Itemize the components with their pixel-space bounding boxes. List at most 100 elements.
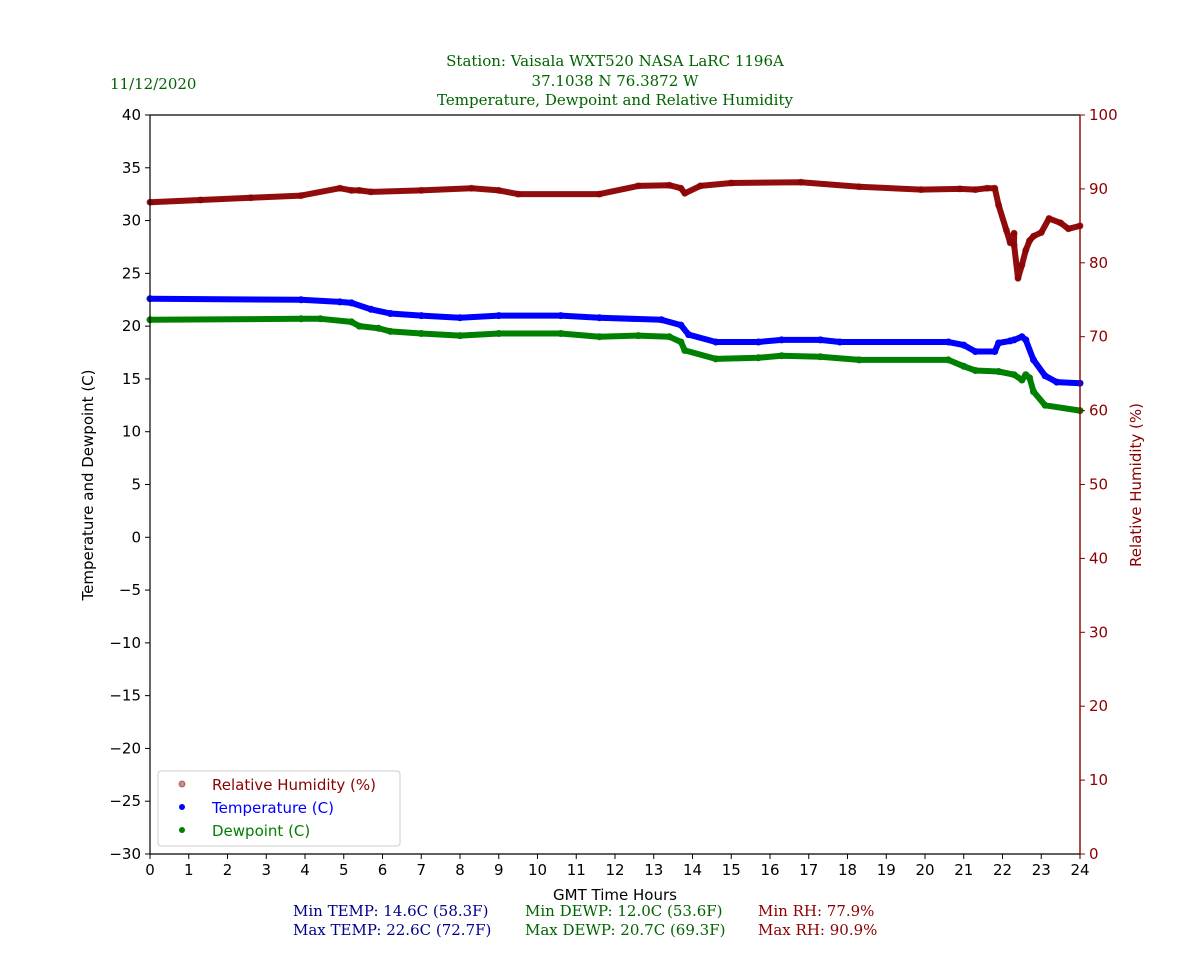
- x-tick-label: 18: [838, 861, 857, 879]
- legend: Relative Humidity (%) Temperature (C) De…: [157, 770, 401, 847]
- x-tick-label: 0: [145, 861, 155, 879]
- data-point: [983, 184, 991, 192]
- y-right-tick-label: 70: [1089, 328, 1108, 346]
- data-point: [514, 190, 522, 198]
- stat-max-rh: Max RH: 90.9%: [758, 921, 877, 939]
- x-tick-label: 17: [799, 861, 818, 879]
- data-point: [1010, 371, 1018, 379]
- series-line: [147, 315, 1083, 414]
- y-left-tick-label: 20: [122, 317, 141, 335]
- y-axis-left-label: Temperature and Dewpoint (C): [79, 369, 97, 601]
- data-point: [317, 315, 324, 323]
- data-point: [456, 332, 464, 340]
- legend-label-rh: Relative Humidity (%): [212, 776, 376, 794]
- x-tick-label: 8: [455, 861, 465, 879]
- data-point: [336, 298, 344, 306]
- legend-marker-rh: [178, 780, 186, 788]
- series-relative-humidity: [146, 178, 1084, 282]
- data-point: [991, 348, 999, 355]
- chart-title-coords: 37.1038 N 76.3872 W: [532, 72, 699, 90]
- x-axis-ticks: 0 1 2 3 4 5 6 7 8 9 10 11 12 13 14 15 16 17 18 19 20 21 22 23 24: [145, 854, 1090, 879]
- x-tick-label: 22: [993, 861, 1012, 879]
- y-left-tick-label: 25: [122, 264, 141, 282]
- data-point: [1041, 401, 1049, 409]
- x-tick-label: 4: [300, 861, 310, 879]
- data-point: [778, 352, 786, 360]
- data-point: [348, 186, 355, 194]
- legend-label-dewp: Dewpoint (C): [212, 822, 310, 840]
- data-point: [495, 330, 503, 337]
- data-point: [348, 299, 355, 307]
- data-point: [681, 346, 689, 354]
- y-left-tick-label: −25: [109, 792, 141, 810]
- x-tick-label: 7: [416, 861, 426, 879]
- data-point: [665, 333, 673, 341]
- data-point: [836, 338, 844, 346]
- x-tick-label: 9: [494, 861, 504, 879]
- x-tick-label: 10: [528, 861, 547, 879]
- data-point: [971, 367, 979, 374]
- data-point: [1030, 356, 1037, 364]
- x-tick-label: 11: [567, 861, 586, 879]
- y-right-tick-label: 0: [1089, 845, 1099, 863]
- y-right-tick-label: 20: [1089, 697, 1108, 715]
- stat-min-dewp: Min DEWP: 12.0C (53.6F): [525, 902, 723, 920]
- data-point: [417, 186, 425, 194]
- data-point: [797, 178, 805, 186]
- y-left-tick-label: 35: [122, 159, 141, 177]
- legend-marker-temp: [179, 804, 185, 810]
- data-point: [367, 188, 375, 196]
- data-point: [596, 190, 603, 198]
- data-point: [658, 316, 665, 324]
- y-left-tick-label: −10: [109, 634, 141, 652]
- data-point: [681, 189, 689, 197]
- data-point: [1064, 225, 1072, 233]
- series-line: [147, 179, 1083, 282]
- x-tick-label: 23: [1032, 861, 1051, 879]
- data-point: [247, 194, 255, 202]
- x-tick-label: 2: [223, 861, 233, 879]
- data-point: [1037, 229, 1045, 236]
- data-point: [665, 181, 673, 189]
- data-point: [386, 310, 394, 317]
- data-point: [596, 314, 603, 322]
- data-point: [417, 330, 425, 337]
- legend-label-temp: Temperature (C): [211, 799, 334, 817]
- x-tick-label: 5: [339, 861, 349, 879]
- data-point: [456, 314, 464, 322]
- y-left-tick-label: 40: [122, 106, 141, 124]
- data-point: [754, 338, 762, 346]
- data-point: [1053, 378, 1061, 386]
- data-point: [634, 332, 642, 340]
- x-tick-label: 24: [1070, 861, 1089, 879]
- x-axis-label: GMT Time Hours: [553, 886, 677, 904]
- data-point: [355, 186, 363, 194]
- left-axis-ticks: 40 35 30 25 20 15 10 5 0 −5 −10 −15 −20 −25 −30: [109, 106, 150, 863]
- series-dewpoint: [146, 315, 1084, 415]
- x-tick-label: 15: [722, 861, 741, 879]
- data-point: [1018, 376, 1026, 384]
- x-tick-label: 13: [644, 861, 663, 879]
- data-point: [495, 312, 503, 320]
- y-left-tick-label: −15: [109, 687, 141, 705]
- data-point: [960, 341, 968, 349]
- data-point: [1010, 229, 1018, 237]
- y-right-tick-label: 90: [1089, 180, 1108, 198]
- x-tick-label: 3: [261, 861, 271, 879]
- data-point: [1018, 261, 1026, 269]
- data-point: [1030, 388, 1037, 396]
- data-point: [367, 305, 375, 313]
- data-point: [1057, 219, 1065, 227]
- data-point: [855, 356, 863, 364]
- y-left-tick-label: −20: [109, 739, 141, 757]
- stat-max-temp: Max TEMP: 22.6C (72.7F): [293, 921, 491, 939]
- data-point: [557, 312, 565, 320]
- data-point: [386, 327, 394, 335]
- stat-max-dewp: Max DEWP: 20.7C (69.3F): [525, 921, 725, 939]
- data-point: [995, 201, 1003, 209]
- stat-min-temp: Min TEMP: 14.6C (58.3F): [293, 902, 488, 920]
- data-point: [995, 368, 1003, 375]
- data-point: [1041, 372, 1049, 380]
- data-point: [712, 355, 720, 363]
- data-point: [685, 331, 693, 339]
